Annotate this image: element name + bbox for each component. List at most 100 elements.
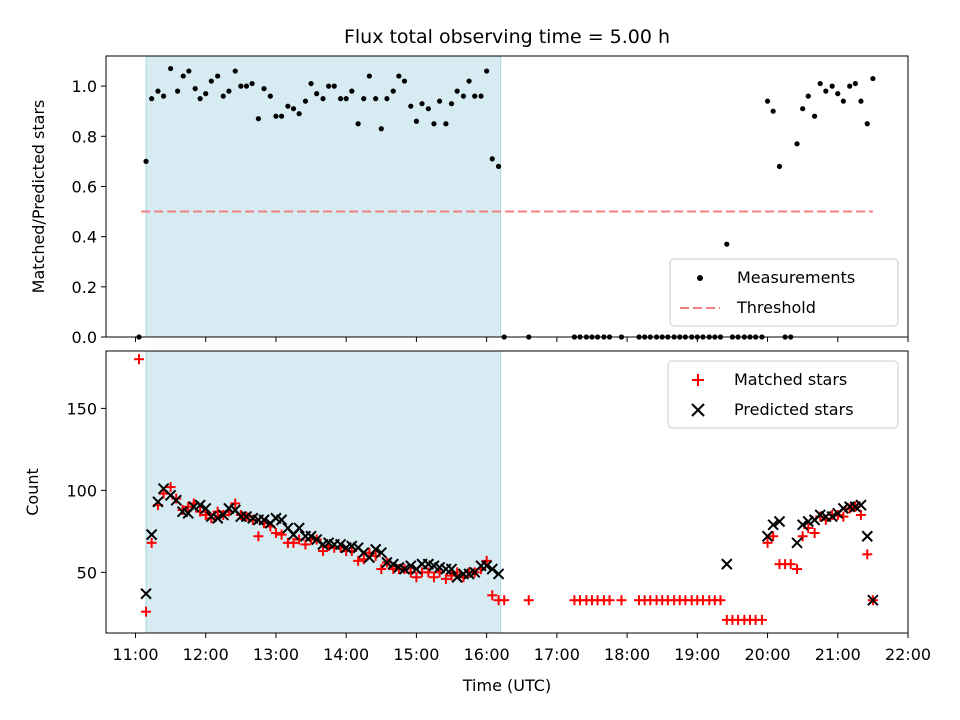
measurement-point bbox=[232, 68, 238, 74]
measurement-point bbox=[794, 141, 800, 147]
measurement-point bbox=[800, 106, 806, 112]
bottom-legend: Matched stars Predicted stars bbox=[667, 360, 899, 429]
measurement-point bbox=[396, 73, 402, 79]
bottom-shaded-region bbox=[145, 350, 502, 634]
predicted-legend-label: Predicted stars bbox=[734, 400, 854, 419]
predicted-point bbox=[140, 587, 152, 600]
predicted-point bbox=[334, 538, 347, 551]
measurement-point bbox=[466, 78, 472, 84]
x-tick-label: 19:00 bbox=[674, 645, 720, 664]
predicted-point bbox=[796, 519, 809, 531]
matched-point bbox=[141, 606, 152, 617]
measurement-point bbox=[203, 91, 209, 97]
predicted-point bbox=[761, 530, 774, 542]
predicted-point bbox=[451, 571, 463, 583]
measurement-point bbox=[472, 93, 478, 99]
predicted-point bbox=[194, 499, 206, 511]
matched-point bbox=[809, 527, 820, 538]
predicted-point bbox=[258, 514, 270, 526]
count-points bbox=[134, 354, 879, 625]
top-panel: 0.0 0.2 0.4 0.6 0.8 1.0 Matched/Predicted sta… bbox=[29, 55, 909, 347]
measurements-legend-marker bbox=[697, 275, 703, 281]
matched-point bbox=[353, 555, 364, 566]
measurement-point bbox=[811, 113, 818, 119]
chart-title: Flux total observing time = 5.00 h bbox=[344, 26, 670, 48]
matched-point bbox=[797, 531, 808, 542]
predicted-point bbox=[826, 510, 838, 523]
measurement-point bbox=[835, 91, 841, 97]
matched-point bbox=[206, 513, 217, 524]
measurement-point bbox=[776, 163, 783, 169]
measurement-point bbox=[847, 83, 853, 89]
matched-point bbox=[428, 572, 439, 583]
predicted-point bbox=[275, 514, 288, 526]
measurement-point bbox=[143, 158, 149, 164]
matched-point bbox=[376, 564, 387, 575]
predicted-point bbox=[293, 522, 305, 534]
measurement-point bbox=[226, 88, 232, 94]
top-y-ticks: 0.0 0.2 0.4 0.6 0.8 1.0 bbox=[72, 77, 106, 347]
measurement-point bbox=[273, 113, 279, 119]
matched-point bbox=[499, 595, 510, 606]
matched-point bbox=[862, 549, 873, 560]
matched-point bbox=[768, 531, 779, 542]
measurement-point bbox=[320, 96, 326, 102]
matched-point bbox=[423, 567, 434, 578]
predicted-point bbox=[767, 519, 779, 531]
y-tick-label: 1.0 bbox=[72, 77, 97, 96]
measurement-point bbox=[870, 75, 876, 82]
x-tick-label: 20:00 bbox=[744, 645, 790, 664]
predicted-point bbox=[867, 594, 879, 606]
measurement-point bbox=[495, 163, 502, 169]
measurement-point bbox=[413, 118, 420, 124]
matched-point bbox=[134, 354, 145, 365]
measurement-point bbox=[243, 83, 250, 89]
measurement-point bbox=[255, 116, 261, 122]
measurement-point bbox=[858, 98, 864, 104]
y-tick-label: 0.2 bbox=[72, 278, 97, 297]
measurement-point bbox=[724, 241, 730, 247]
y-tick-label: 0.0 bbox=[72, 328, 97, 347]
measurement-point bbox=[484, 68, 490, 74]
bottom-legend-box bbox=[667, 360, 899, 429]
matched-point bbox=[253, 531, 264, 542]
measurement-point bbox=[425, 106, 431, 112]
measurement-point bbox=[290, 106, 297, 112]
measurement-point bbox=[238, 83, 244, 89]
matched-point bbox=[481, 555, 492, 566]
x-tick-label: 11:00 bbox=[112, 645, 158, 664]
measurement-point bbox=[197, 96, 203, 102]
top-axes-frame bbox=[105, 55, 909, 338]
matched-point bbox=[785, 559, 796, 570]
measurement-point bbox=[408, 103, 414, 109]
measurement-point bbox=[220, 93, 226, 99]
measurement-point bbox=[366, 73, 372, 79]
measurement-point bbox=[175, 88, 181, 94]
measurement-point bbox=[355, 121, 361, 127]
measurement-point bbox=[378, 126, 384, 132]
measurements-legend-label: Measurements bbox=[737, 268, 855, 287]
threshold-legend-label: Threshold bbox=[736, 298, 816, 317]
measurement-point bbox=[208, 78, 214, 84]
matched-point bbox=[616, 595, 627, 606]
measurement-point bbox=[308, 80, 314, 87]
measurement-point bbox=[829, 83, 835, 89]
predicted-legend-marker bbox=[691, 403, 705, 417]
measurement-point bbox=[840, 98, 846, 104]
measurement-point bbox=[431, 121, 437, 127]
predicted-point bbox=[861, 530, 873, 542]
measurement-point bbox=[401, 78, 408, 84]
measurement-point bbox=[864, 121, 870, 127]
measurement-point bbox=[249, 80, 255, 87]
x-tick-label: 21:00 bbox=[815, 645, 861, 664]
bottom-y-ticks: 50 100 150 bbox=[66, 399, 106, 582]
matched-point bbox=[270, 527, 281, 538]
measurement-point bbox=[343, 96, 349, 102]
measurement-point bbox=[331, 83, 337, 89]
measurement-point bbox=[155, 88, 161, 94]
predicted-point bbox=[445, 563, 458, 575]
matched-point bbox=[230, 498, 241, 509]
measurement-point bbox=[267, 93, 273, 99]
y-tick-label: 100 bbox=[66, 481, 97, 500]
